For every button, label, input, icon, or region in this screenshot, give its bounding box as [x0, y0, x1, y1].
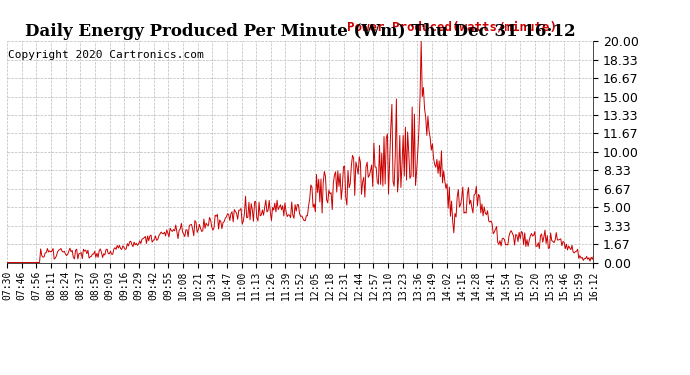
Text: Copyright 2020 Cartronics.com: Copyright 2020 Cartronics.com	[8, 50, 204, 60]
Title: Daily Energy Produced Per Minute (Wm) Thu Dec 31 16:12: Daily Energy Produced Per Minute (Wm) Th…	[25, 23, 575, 40]
Text: Power Produced(watts/minute): Power Produced(watts/minute)	[347, 20, 557, 33]
